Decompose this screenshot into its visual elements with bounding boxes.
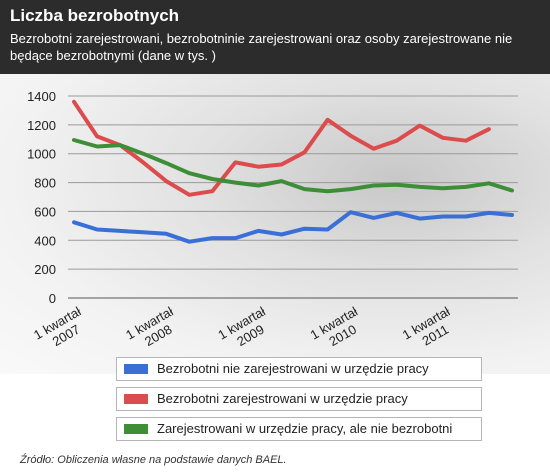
legend-item-green: Zarejestrowani w urzędzie pracy, ale nie…: [116, 417, 482, 441]
y-tick-label: 1200: [27, 118, 56, 133]
legend-label-green: Zarejestrowani w urzędzie pracy, ale nie…: [157, 421, 453, 436]
chart-title: Liczba bezrobotnych: [10, 6, 180, 25]
background-photo: [0, 74, 550, 374]
legend-label-blue: Bezrobotni nie zarejestrowani w urzędzie…: [157, 361, 429, 376]
y-tick-label: 1400: [27, 89, 56, 104]
series-line-1: [72, 99, 491, 197]
chart-subtitle: Bezrobotni zarejestrowani, bezrobotninie…: [10, 31, 513, 63]
legend-item-red: Bezrobotni zarejestrowani w urzędzie pra…: [116, 387, 482, 411]
chart-legend: Bezrobotni nie zarejestrowani w urzędzie…: [116, 357, 482, 447]
source-note: Źródło: Obliczenia własne na podstawie d…: [20, 454, 287, 466]
legend-label-red: Bezrobotni zarejestrowani w urzędzie pra…: [157, 391, 408, 406]
legend-swatch-green: [124, 424, 148, 434]
y-tick-label: 800: [34, 176, 56, 191]
y-tick-label: 400: [34, 233, 56, 248]
legend-swatch-red: [124, 394, 148, 404]
chart-header: Liczba bezrobotnych Bezrobotni zarejestr…: [0, 0, 550, 74]
legend-item-blue: Bezrobotni nie zarejestrowani w urzędzie…: [116, 357, 482, 381]
y-tick-label: 1000: [27, 147, 56, 162]
y-tick-label: 200: [34, 262, 56, 277]
legend-swatch-blue: [124, 364, 148, 374]
series-line-0: [72, 210, 514, 244]
y-tick-label: 0: [49, 291, 56, 306]
y-tick-label: 600: [34, 204, 56, 219]
series-line-2: [72, 138, 514, 194]
